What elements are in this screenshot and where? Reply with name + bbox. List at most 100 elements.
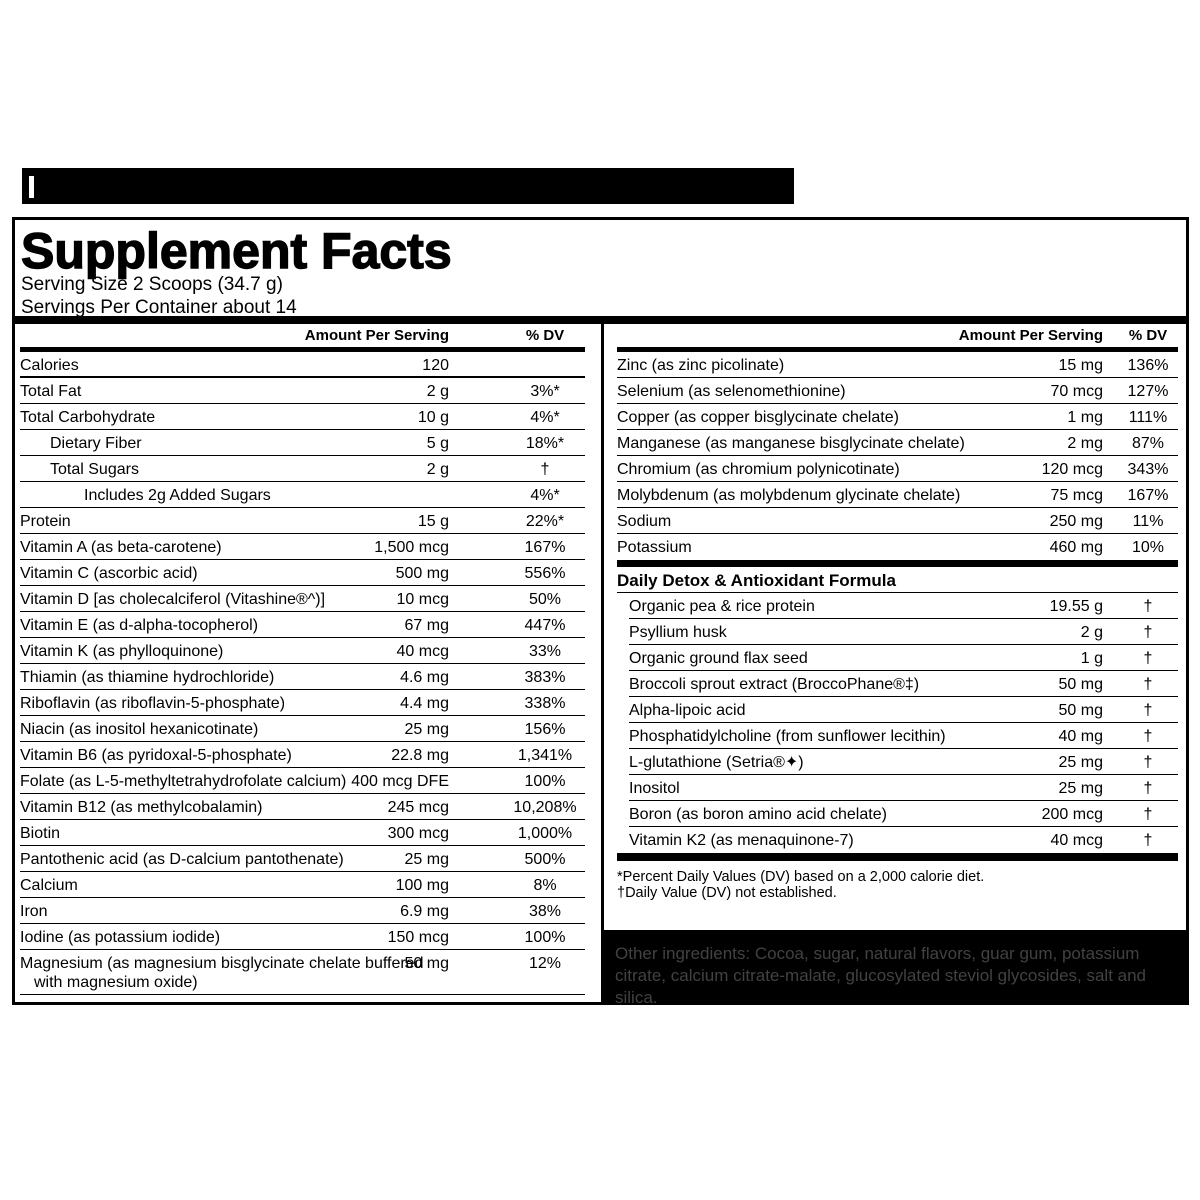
nutrient-name: Total Sugars [50,461,139,478]
nutrient-amount: 2 mg [1067,435,1103,452]
nutrient-dv: 50% [528,591,562,608]
nutrient-amount: 15 mg [1058,357,1103,374]
table-row: Folate (as L-5-methyltetrahydrofolate ca… [20,768,585,794]
table-row: Organic pea & rice protein 19.55 g † [617,593,1178,619]
nutrient-amount: 200 mcg [1041,806,1103,823]
nutrient-amount: 500 mg [395,565,449,582]
table-row: Chromium (as chromium polynicotinate) 12… [617,456,1178,482]
nutrient-dv: 4%* [530,487,560,504]
nutrient-name: Potassium [617,539,692,556]
nutrient-name: Sodium [617,513,672,530]
table-row: Dietary Fiber 5 g 18%* [20,430,585,456]
table-row: Total Sugars 2 g † [20,456,585,482]
nutrient-amount: 2 g [1080,624,1103,641]
table-row: Vitamin K2 (as menaquinone-7) 40 mcg † [617,827,1178,853]
nutrient-dv: 127% [1127,383,1169,400]
table-row: Iron 6.9 mg 38% [20,898,585,924]
nutrient-amount: 1,500 mcg [374,539,449,556]
detox-section-top-rule [617,560,1178,567]
nutrient-amount: 2 g [426,383,449,400]
nutrient-amount: 2 g [426,461,449,478]
nutrient-dv: 500% [524,851,566,868]
amount-per-serving-header: Amount Per Serving [958,327,1103,344]
nutrient-dv: 11% [1132,513,1164,530]
nutrient-dv: 167% [1127,487,1169,504]
left-nutrition-column: Amount Per Serving % DV Calories 120 Tot… [20,324,585,995]
nutrient-name: Total Fat [20,383,82,400]
nutrient-amount: 4.4 mg [400,695,449,712]
percent-dv-header: % DV [525,327,565,344]
nutrient-amount: 25 mg [404,721,449,738]
nutrient-amount: 245 mcg [387,799,449,816]
nutrient-name: Chromium (as chromium polynicotinate) [617,461,900,478]
nutrient-dv: 18%* [525,435,565,452]
nutrient-name: Selenium (as selenomethionine) [617,383,846,400]
nutrient-amount: 70 mcg [1050,383,1103,400]
header-thick-rule [15,316,1186,324]
table-row: Calories 120 [20,352,585,378]
nutrient-dv: † [1143,598,1153,615]
nutrient-amount: 460 mg [1049,539,1103,556]
nutrient-amount: 40 mcg [396,643,449,660]
table-row: Total Fat 2 g 3%* [20,378,585,404]
nutrient-name: Boron (as boron amino acid chelate) [629,806,887,823]
nutrient-name: Biotin [20,825,61,842]
other-ingredients-box: Other ingredients: Cocoa, sugar, natural… [602,930,1187,1007]
nutrient-name: Pantothenic acid (as D-calcium pantothen… [20,851,344,868]
table-row: Vitamin A (as beta-carotene) 1,500 mcg 1… [20,534,585,560]
table-row: Organic ground flax seed 1 g † [617,645,1178,671]
nutrient-dv: † [1143,806,1153,823]
nutrient-dv: 38% [528,903,562,920]
table-row: Broccoli sprout extract (BroccoPhane®‡) … [617,671,1178,697]
redaction-notch [29,176,34,198]
nutrient-name: Organic pea & rice protein [629,598,815,615]
serving-size-text: Serving Size 2 Scoops (34.7 g) [21,274,283,295]
nutrient-name: Broccoli sprout extract (BroccoPhane®‡) [629,676,920,693]
percent-dv-header: % DV [1128,327,1168,344]
nutrient-amount: 75 mcg [1050,487,1103,504]
table-row: Zinc (as zinc picolinate) 15 mg 136% [617,352,1178,378]
nutrient-name: Vitamin B12 (as methylcobalamin) [20,799,263,816]
table-row: Boron (as boron amino acid chelate) 200 … [617,801,1178,827]
nutrient-dv: 447% [524,617,566,634]
table-row: Vitamin B12 (as methylcobalamin) 245 mcg… [20,794,585,820]
nutrient-dv: 1,341% [517,747,573,764]
nutrient-amount: 10 g [417,409,449,426]
nutrient-name: Vitamin E (as d-alpha-tocopherol) [20,617,259,634]
nutrient-amount: 67 mg [404,617,449,634]
table-row: Phosphatidylcholine (from sunflower leci… [617,723,1178,749]
nutrient-name: Psyllium husk [629,624,727,641]
nutrient-amount: 150 mcg [387,929,449,946]
table-row: Molybdenum (as molybdenum glycinate chel… [617,482,1178,508]
nutrient-name: Magnesium (as magnesium bisglycinate che… [20,955,424,991]
left-column-header: Amount Per Serving % DV [20,324,585,347]
amount-per-serving-header: Amount Per Serving [304,327,449,344]
nutrient-dv: 338% [524,695,566,712]
nutrient-name: Zinc (as zinc picolinate) [617,357,785,374]
nutrient-name: Folate (as L-5-methyltetrahydrofolate ca… [20,773,347,790]
nutrient-amount: 1 g [1080,650,1103,667]
nutrient-dv: 1,000% [517,825,573,842]
footnote-top-rule [617,853,1178,861]
nutrient-amount: 100 mg [395,877,449,894]
nutrient-amount: 400 mcg DFE [351,773,449,790]
nutrient-name: Dietary Fiber [50,435,142,452]
nutrient-amount: 120 mcg [1041,461,1103,478]
nutrient-dv: † [1143,780,1153,797]
nutrient-dv: † [540,461,550,478]
nutrient-name: Copper (as copper bisglycinate chelate) [617,409,899,426]
right-header-rule [617,347,1178,352]
page-title: Supplement Facts [20,222,452,279]
nutrient-amount: 25 mg [404,851,449,868]
table-row: Vitamin B6 (as pyridoxal-5-phosphate) 22… [20,742,585,768]
nutrient-dv: † [1143,650,1153,667]
nutrient-amount: 10 mcg [396,591,449,608]
table-row: Magnesium (as magnesium bisglycinate che… [20,950,585,995]
nutrient-dv: 136% [1127,357,1169,374]
nutrient-name: Manganese (as manganese bisglycinate che… [617,435,965,452]
table-row: Vitamin K (as phylloquinone) 40 mcg 33% [20,638,585,664]
nutrient-dv: † [1143,832,1153,849]
table-row: Thiamin (as thiamine hydrochloride) 4.6 … [20,664,585,690]
nutrient-dv: † [1143,702,1153,719]
nutrient-amount: 300 mcg [387,825,449,842]
